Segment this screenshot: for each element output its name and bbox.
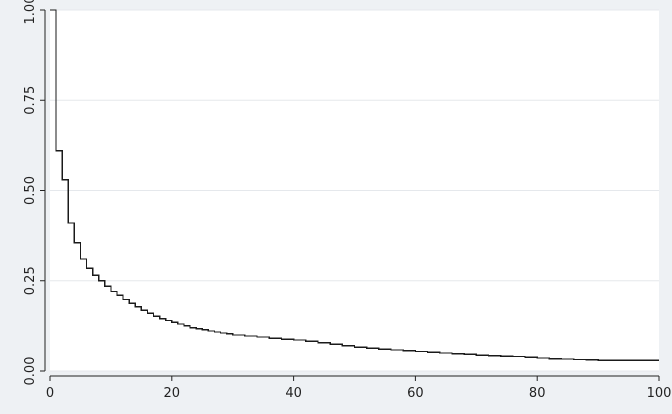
x-tick-label-4: 80 — [529, 386, 546, 401]
x-tick-label-0: 0 — [46, 386, 54, 401]
y-tick-label-4: 1.00 — [23, 0, 38, 24]
y-tick-label-3: 0.75 — [23, 86, 38, 115]
x-tick-label-2: 40 — [285, 386, 302, 401]
y-tick-label-0: 0.00 — [23, 357, 38, 386]
x-tick-label-1: 20 — [164, 386, 181, 401]
axes: 0.00 0.25 0.50 0.75 1.00 0 20 40 60 80 100 — [23, 0, 671, 401]
y-tick-label-1: 0.25 — [23, 266, 38, 295]
y-tick-label-2: 0.50 — [23, 176, 38, 205]
x-tick-label-5: 100 — [647, 386, 672, 401]
survival-step-line — [50, 9, 659, 361]
gridlines — [50, 9, 659, 372]
x-tick-label-3: 60 — [407, 386, 424, 401]
